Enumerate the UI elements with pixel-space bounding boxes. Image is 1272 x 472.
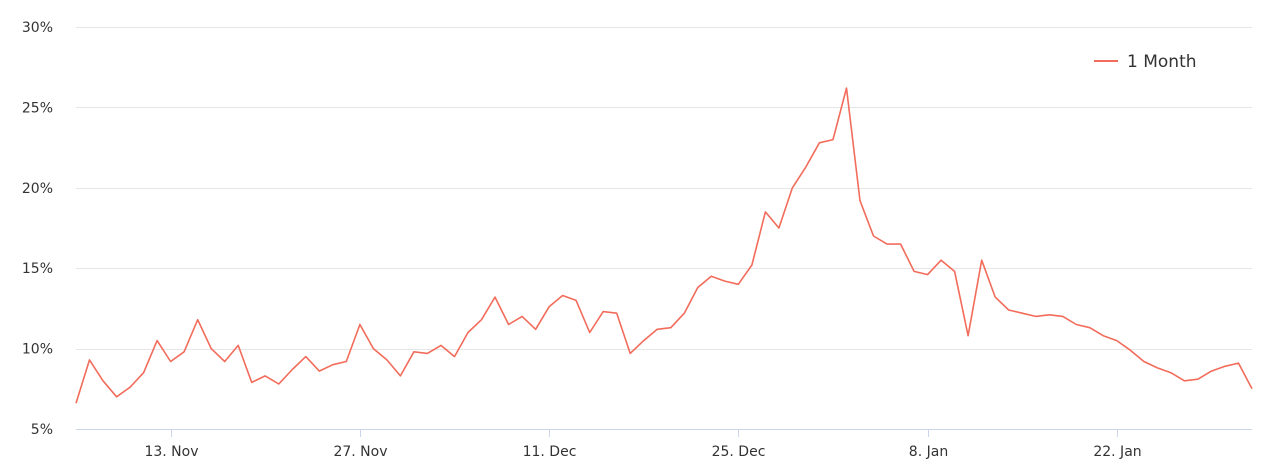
x-tick-label: 27. Nov <box>333 444 387 460</box>
legend[interactable]: 1 Month <box>1094 52 1197 72</box>
y-tick-label: 25% <box>22 100 53 116</box>
y-tick-label: 20% <box>22 181 53 197</box>
x-axis-ticks: 13. Nov 27. Nov 11. Dec 25. Dec 8. Jan 22. Ja… <box>144 429 1142 460</box>
y-tick-label: 30% <box>22 20 53 36</box>
x-tick-label: 22. Jan <box>1093 444 1141 460</box>
x-tick-label: 13. Nov <box>144 444 198 460</box>
series-line-1-month[interactable] <box>75 87 1253 404</box>
y-tick-label: 10% <box>22 342 53 358</box>
y-tick-label: 15% <box>22 261 53 277</box>
x-tick-label: 11. Dec <box>523 444 577 460</box>
x-tick-label: 8. Jan <box>909 444 948 460</box>
x-tick-label: 25. Dec <box>712 444 766 460</box>
y-axis-ticks: 5% 10% 15% 20% 25% 30% <box>22 20 53 438</box>
y-tick-label: 5% <box>31 422 53 438</box>
legend-label[interactable]: 1 Month <box>1127 52 1197 72</box>
grid-lines <box>76 27 1252 350</box>
